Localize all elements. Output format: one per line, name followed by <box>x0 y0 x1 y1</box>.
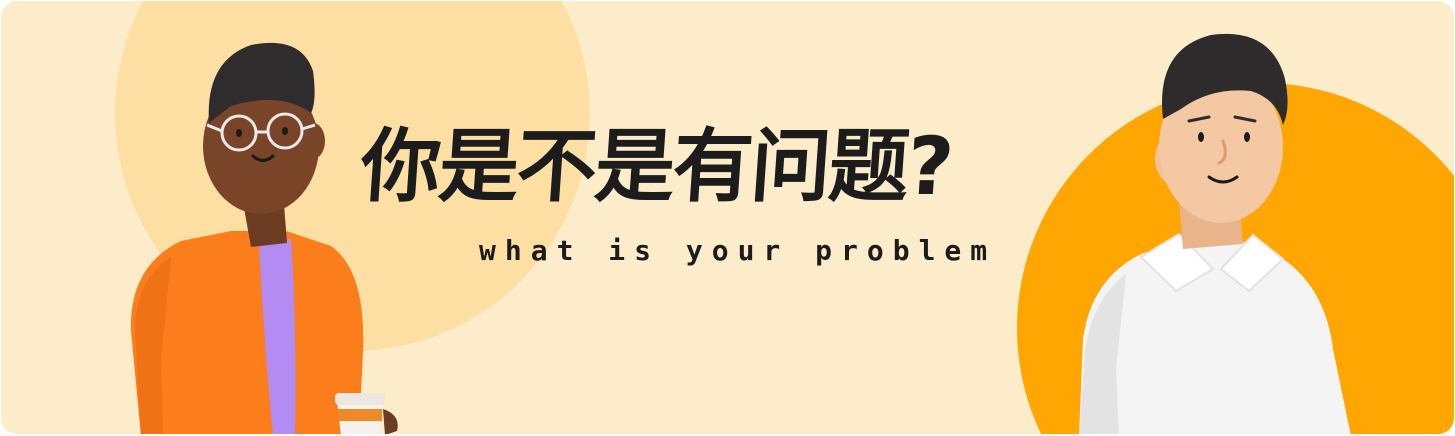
banner-title: 你是不是有问题? <box>357 120 955 213</box>
banner-subtitle: what is your problem <box>479 234 997 267</box>
man-white-polo-shirt-icon <box>1079 33 1351 434</box>
man-with-glasses-orange-jacket-coffee-icon <box>130 42 398 434</box>
